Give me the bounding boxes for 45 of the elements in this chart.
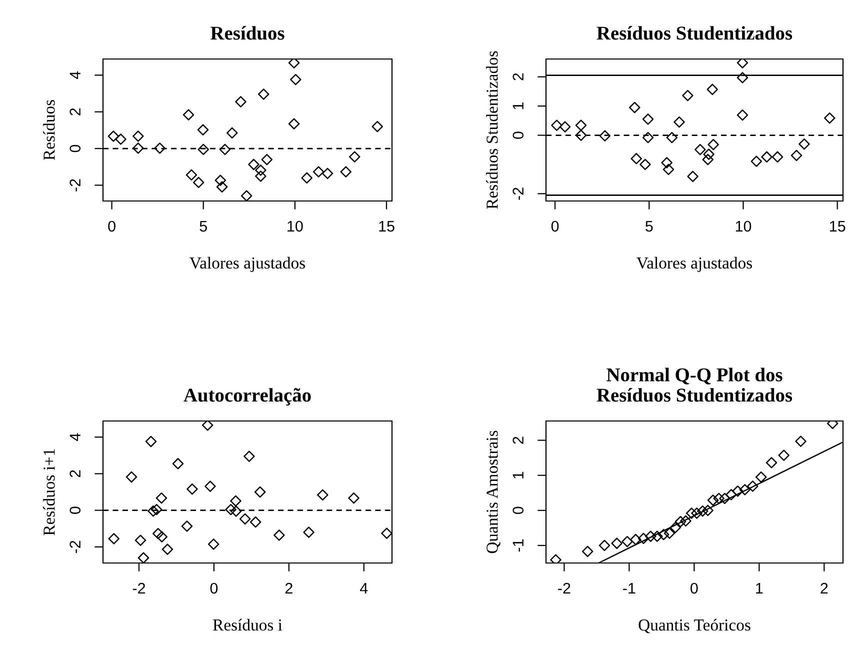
y-tick-label: 1 bbox=[512, 102, 524, 110]
y-tick-label: -1 bbox=[512, 539, 524, 552]
x-tick-label: 1 bbox=[756, 583, 763, 594]
x-axis-title: Quantis Teóricos bbox=[638, 618, 750, 634]
x-tick-label: 0 bbox=[108, 220, 116, 232]
chart-title: Autocorrelação bbox=[184, 388, 311, 406]
y-tick-label: 0 bbox=[512, 132, 524, 139]
chart-title: Resíduos bbox=[210, 26, 284, 40]
y-axis-title: Resíduos Studentizados bbox=[486, 51, 498, 209]
y-tick-label: 0 bbox=[70, 506, 81, 514]
x-axis-title: Resíduos i bbox=[213, 618, 282, 631]
x-tick-label: -2 bbox=[132, 582, 146, 594]
x-tick-label: 15 bbox=[379, 221, 394, 232]
y-axis-title: Resíduos bbox=[43, 100, 55, 160]
y-tick-label: -2 bbox=[70, 179, 80, 192]
x-tick-label: 10 bbox=[736, 220, 752, 232]
y-tick-label: 1 bbox=[512, 472, 524, 478]
x-tick-label: 2 bbox=[285, 582, 292, 594]
y-tick-label: 2 bbox=[512, 73, 524, 80]
y-axis-title: Resíduos i+1 bbox=[43, 449, 55, 536]
x-tick-label: 15 bbox=[830, 221, 846, 232]
y-tick-label: 0 bbox=[512, 506, 524, 514]
x-tick-label: 0 bbox=[690, 582, 698, 594]
x-tick-label: 4 bbox=[360, 583, 368, 594]
x-tick-label: 0 bbox=[210, 582, 218, 594]
x-tick-label: 5 bbox=[200, 221, 207, 232]
x-tick-label: 2 bbox=[820, 582, 828, 594]
x-tick-label: 5 bbox=[646, 221, 653, 232]
y-tick-label: -2 bbox=[512, 188, 524, 200]
y-tick-label: 4 bbox=[70, 433, 80, 441]
y-tick-label: 0 bbox=[70, 144, 81, 152]
x-tick-label: 10 bbox=[288, 220, 303, 232]
y-tick-label: 4 bbox=[70, 71, 80, 80]
chart-title: Resíduos Studentizados bbox=[596, 26, 792, 40]
x-tick-label: -2 bbox=[558, 582, 570, 594]
y-axis-title: Quantis Amostrais bbox=[486, 430, 500, 554]
y-tick-label: 2 bbox=[70, 470, 80, 478]
y-tick-label: 2 bbox=[512, 436, 524, 444]
y-tick-label: 2 bbox=[70, 108, 80, 116]
y-tick-label: -2 bbox=[70, 540, 80, 554]
chart-title: Normal Q-Q Plot dos Resíduos Studentizados bbox=[596, 368, 792, 402]
x-axis-title: Valores ajustados bbox=[636, 256, 752, 272]
x-axis-title: Valores ajustados bbox=[190, 256, 305, 272]
x-tick-label: -1 bbox=[623, 583, 636, 594]
x-tick-label: 0 bbox=[551, 220, 559, 232]
